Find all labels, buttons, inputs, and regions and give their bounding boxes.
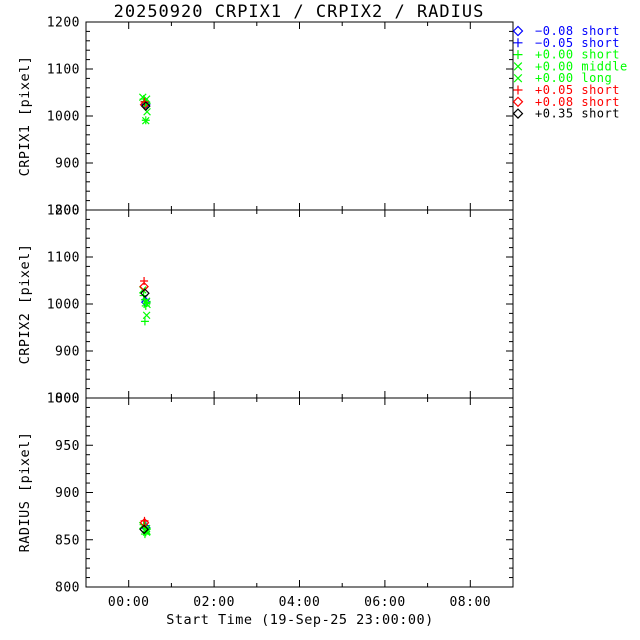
legend-entry-label: +0.35 short — [535, 107, 620, 121]
legend-marker-plus — [513, 38, 523, 48]
y-tick-label: 800 — [55, 392, 80, 407]
marker-plus-series-2 — [140, 317, 149, 326]
legend-entry-label: +0.08 short — [535, 95, 620, 109]
panel-frame-radius — [85, 397, 514, 588]
chart-title: 20250920 CRPIX1 / CRPIX2 / RADIUS — [114, 2, 485, 22]
y-axis-title-crpix1: CRPIX1 [pixel] — [17, 56, 33, 177]
y-tick-label: 1000 — [47, 298, 80, 313]
legend-marker-diamond — [512, 108, 524, 119]
legend-entry-label: +0.00 middle — [535, 59, 628, 73]
legend-entry-label: −0.05 short — [535, 36, 620, 50]
marker-plus-series-2 — [141, 102, 150, 111]
y-tick-label: 1000 — [47, 392, 80, 407]
x-tick-label: 00:00 — [108, 595, 150, 610]
y-tick-label: 1200 — [47, 204, 80, 219]
marker-x-series-3 — [143, 300, 151, 309]
y-tick-label: 900 — [55, 157, 80, 172]
legend-marker-diamond — [512, 96, 524, 108]
y-tick-label: 850 — [55, 533, 80, 548]
y-tick-label: 1100 — [47, 251, 80, 266]
panel-frame-crpix1 — [85, 21, 514, 211]
legend-marker-x — [513, 73, 523, 83]
marker-diamond-series-7 — [140, 288, 150, 299]
axis-ticks — [85, 21, 514, 588]
legend-marker-diamond — [512, 25, 524, 37]
y-tick-label: 1200 — [47, 16, 80, 31]
axis-tick-labels: 8009001000110012008009001000110012008008… — [47, 16, 491, 611]
marker-diamond-series-6 — [139, 281, 149, 292]
y-axis-title-radius: RADIUS [pixel] — [17, 432, 33, 553]
x-tick-label: 08:00 — [449, 595, 491, 610]
marker-x-series-4 — [142, 528, 151, 537]
x-tick-label: 02:00 — [193, 595, 235, 610]
legend-entry-label: −0.08 short — [535, 24, 620, 38]
legend-entry-label: +0.00 short — [535, 48, 620, 62]
marker-x-series-4 — [141, 116, 150, 125]
marker-plus-series-5 — [140, 97, 149, 106]
x-tick-label: 04:00 — [279, 595, 321, 610]
x-axis-title: Start Time (19-Sep-25 23:00:00) — [166, 612, 433, 628]
y-axis-title-crpix2: CRPIX2 [pixel] — [17, 244, 33, 365]
marker-plus-series-5 — [140, 276, 149, 285]
marker-diamond-series-7 — [139, 524, 149, 535]
y-tick-label: 800 — [55, 581, 80, 596]
y-tick-label: 1100 — [47, 63, 80, 78]
marker-diamond-series-7 — [140, 101, 151, 111]
legend-marker-x — [513, 62, 523, 71]
y-tick-label: 950 — [55, 439, 80, 454]
y-tick-label: 800 — [55, 204, 80, 219]
y-tick-label: 900 — [55, 486, 80, 501]
legend-entry-label: +0.00 long — [535, 71, 612, 85]
legend: −0.08 short−0.05 short+0.00 short+0.00 m… — [512, 24, 628, 121]
legend-marker-plus — [513, 85, 523, 95]
legend-marker-plus — [513, 50, 523, 60]
legend-entry-label: +0.05 short — [535, 83, 620, 97]
y-tick-label: 1000 — [47, 110, 80, 125]
data-markers — [138, 93, 151, 539]
marker-x-series-4 — [142, 311, 151, 320]
x-tick-label: 06:00 — [364, 595, 406, 610]
marker-diamond-series-6 — [139, 517, 150, 528]
y-tick-label: 900 — [55, 345, 80, 360]
